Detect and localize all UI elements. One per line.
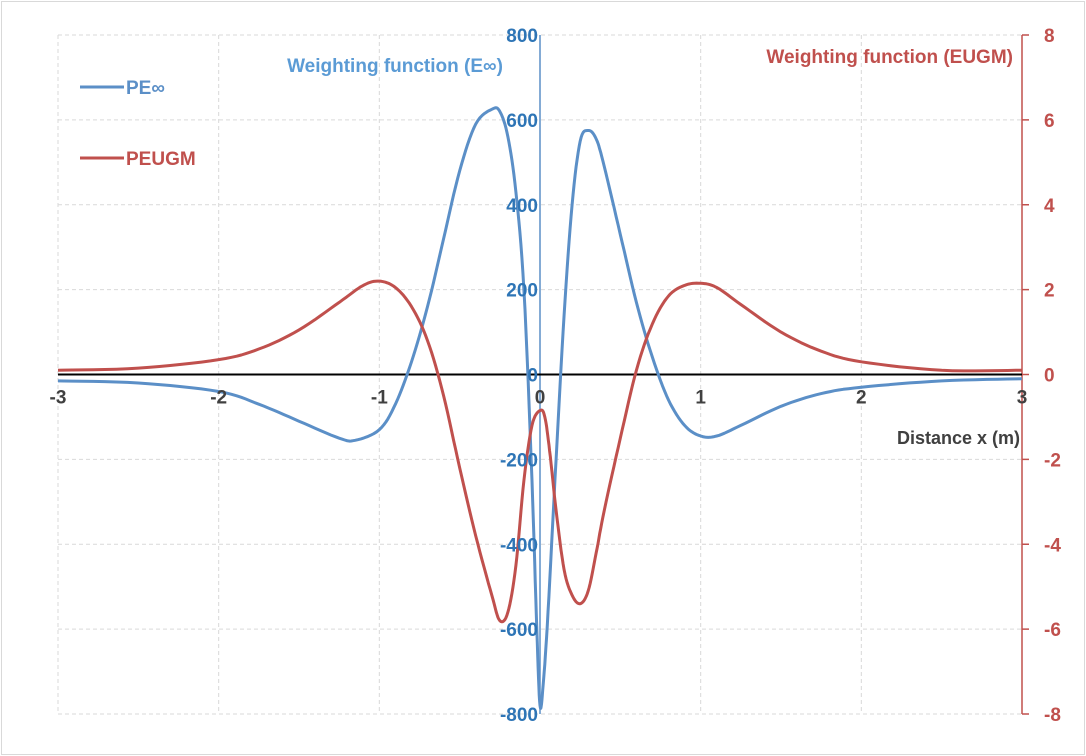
x-tick-label: -1 [371,388,388,409]
left-y-tick-label: -400 [500,535,538,556]
x-tick-label: 3 [1017,388,1028,409]
series-line-pe-inf [57,106,1023,710]
left-y-tick-label: 600 [506,111,538,132]
left-axis-title: Weighting function (E∞) [287,56,503,77]
left-y-tick-label: 200 [506,281,538,302]
left-y-tick-label: -200 [500,450,538,471]
x-tick-label: 0 [535,388,546,409]
left-y-tick-label: -800 [500,705,538,726]
right-y-tick-label: 2 [1044,281,1055,302]
right-y-tick-label: -4 [1044,535,1061,556]
legend-label-pe-ugm: PEUGM [126,149,196,170]
right-y-tick-label: 4 [1044,196,1055,217]
x-tick-label: 1 [695,388,706,409]
left-y-tick-label: 400 [506,196,538,217]
right-y-tick-label: -8 [1044,705,1061,726]
tick-labels: -3 -2 -1 0 1 2 3 800 600 400 200 0 -200 -400 -600 -800 8… [50,26,1062,726]
left-y-tick-label: -600 [500,620,538,641]
series-line-pe-ugm [57,279,1022,624]
right-axis-title: Weighting function (EUGM) [766,47,1013,68]
x-tick-label: 2 [856,388,867,409]
left-y-tick-label: 800 [506,26,538,47]
x-axis-title: Distance x (m) [897,428,1020,448]
right-y-tick-label: 0 [1044,366,1055,387]
legend: PE∞ PEUGM [80,78,196,170]
x-tick-label: -3 [50,388,67,409]
right-y-tick-label: -6 [1044,620,1061,641]
right-axis-tick-marks [1022,34,1029,715]
legend-label-pe-inf: PE∞ [126,78,165,99]
left-y-tick-label: 0 [527,366,538,387]
right-y-tick-label: 8 [1044,26,1055,47]
right-y-tick-label: 6 [1044,111,1055,132]
right-y-tick-label: -2 [1044,450,1061,471]
x-tick-label: -2 [210,388,227,409]
